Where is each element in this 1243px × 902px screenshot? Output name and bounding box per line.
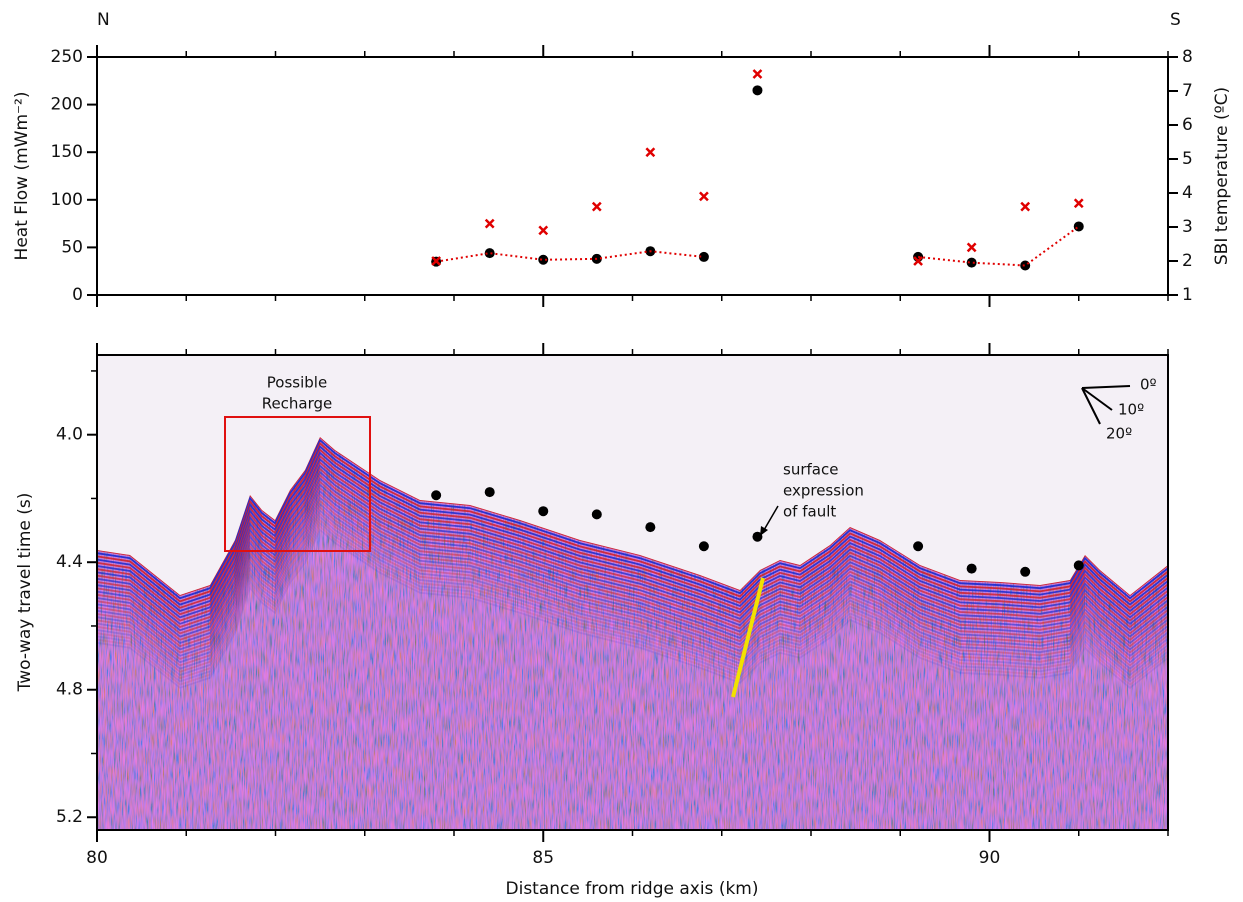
data-point — [1020, 260, 1030, 270]
y-axis-label: Two-way travel time (s) — [15, 493, 35, 693]
annotation: expression — [783, 482, 864, 500]
y-tick-label: 100 — [51, 190, 83, 210]
data-point — [592, 509, 602, 519]
data-point — [645, 522, 655, 532]
compass-label: 0º — [1140, 376, 1157, 394]
data-point — [539, 226, 547, 234]
series-line — [436, 251, 704, 261]
data-point — [913, 541, 923, 551]
y-tick-label: 4.4 — [56, 552, 83, 572]
figure: N S Heat Flow (mWm⁻²) SBI temperature (º… — [0, 0, 1243, 902]
top-panel-frame — [97, 57, 1168, 295]
data-point — [646, 148, 654, 156]
south-label: S — [1170, 10, 1181, 30]
data-point — [1075, 199, 1083, 207]
data-point — [967, 564, 977, 574]
y2-axis-label: SBI temperature (ºC) — [1212, 87, 1232, 265]
annotation: Possible — [267, 374, 327, 392]
y-tick-label: 4.8 — [56, 680, 83, 700]
y2-tick-label: 8 — [1182, 47, 1193, 67]
data-point — [700, 192, 708, 200]
north-label: N — [97, 10, 110, 30]
y2-tick-label: 3 — [1182, 217, 1193, 237]
y-tick-label: 150 — [51, 142, 83, 162]
data-point — [538, 506, 548, 516]
annotation: of fault — [783, 503, 836, 521]
y2-tick-label: 5 — [1182, 149, 1193, 169]
data-point — [752, 532, 762, 542]
y-tick-label: 5.2 — [56, 807, 83, 827]
y-tick-label: 200 — [51, 95, 83, 115]
data-point — [752, 85, 762, 95]
x-tick-label: 85 — [532, 848, 554, 868]
y-tick-label: 250 — [51, 47, 83, 67]
data-point — [486, 220, 494, 228]
data-point — [1021, 203, 1029, 211]
data-point — [485, 487, 495, 497]
x-axis-label: Distance from ridge axis (km) — [506, 879, 759, 899]
data-point — [968, 243, 976, 251]
seismic-image — [97, 350, 1168, 830]
compass-label: 20º — [1106, 425, 1132, 443]
y-axis-label: Heat Flow (mWm⁻²) — [12, 92, 32, 261]
x-tick-label: 80 — [86, 848, 108, 868]
data-point — [593, 203, 601, 211]
y-tick-label: 0 — [72, 285, 83, 305]
x-tick-label: 90 — [979, 848, 1001, 868]
page: N S Heat Flow (mWm⁻²) SBI temperature (º… — [0, 0, 1243, 902]
data-point — [753, 70, 761, 78]
annotation: surface — [783, 461, 838, 479]
y2-tick-label: 4 — [1182, 183, 1193, 203]
y2-tick-label: 1 — [1182, 285, 1193, 305]
data-point — [1020, 567, 1030, 577]
y2-tick-label: 6 — [1182, 115, 1193, 135]
data-point — [1074, 221, 1084, 231]
annotation: Recharge — [262, 395, 333, 413]
series-line — [918, 226, 1079, 265]
y2-tick-label: 7 — [1182, 81, 1193, 101]
compass-label: 10º — [1118, 401, 1144, 419]
data-point — [431, 490, 441, 500]
data-point — [699, 541, 709, 551]
y-tick-label: 4.0 — [56, 425, 83, 445]
data-point — [1074, 560, 1084, 570]
y-tick-label: 50 — [61, 237, 83, 257]
y2-tick-label: 2 — [1182, 251, 1193, 271]
